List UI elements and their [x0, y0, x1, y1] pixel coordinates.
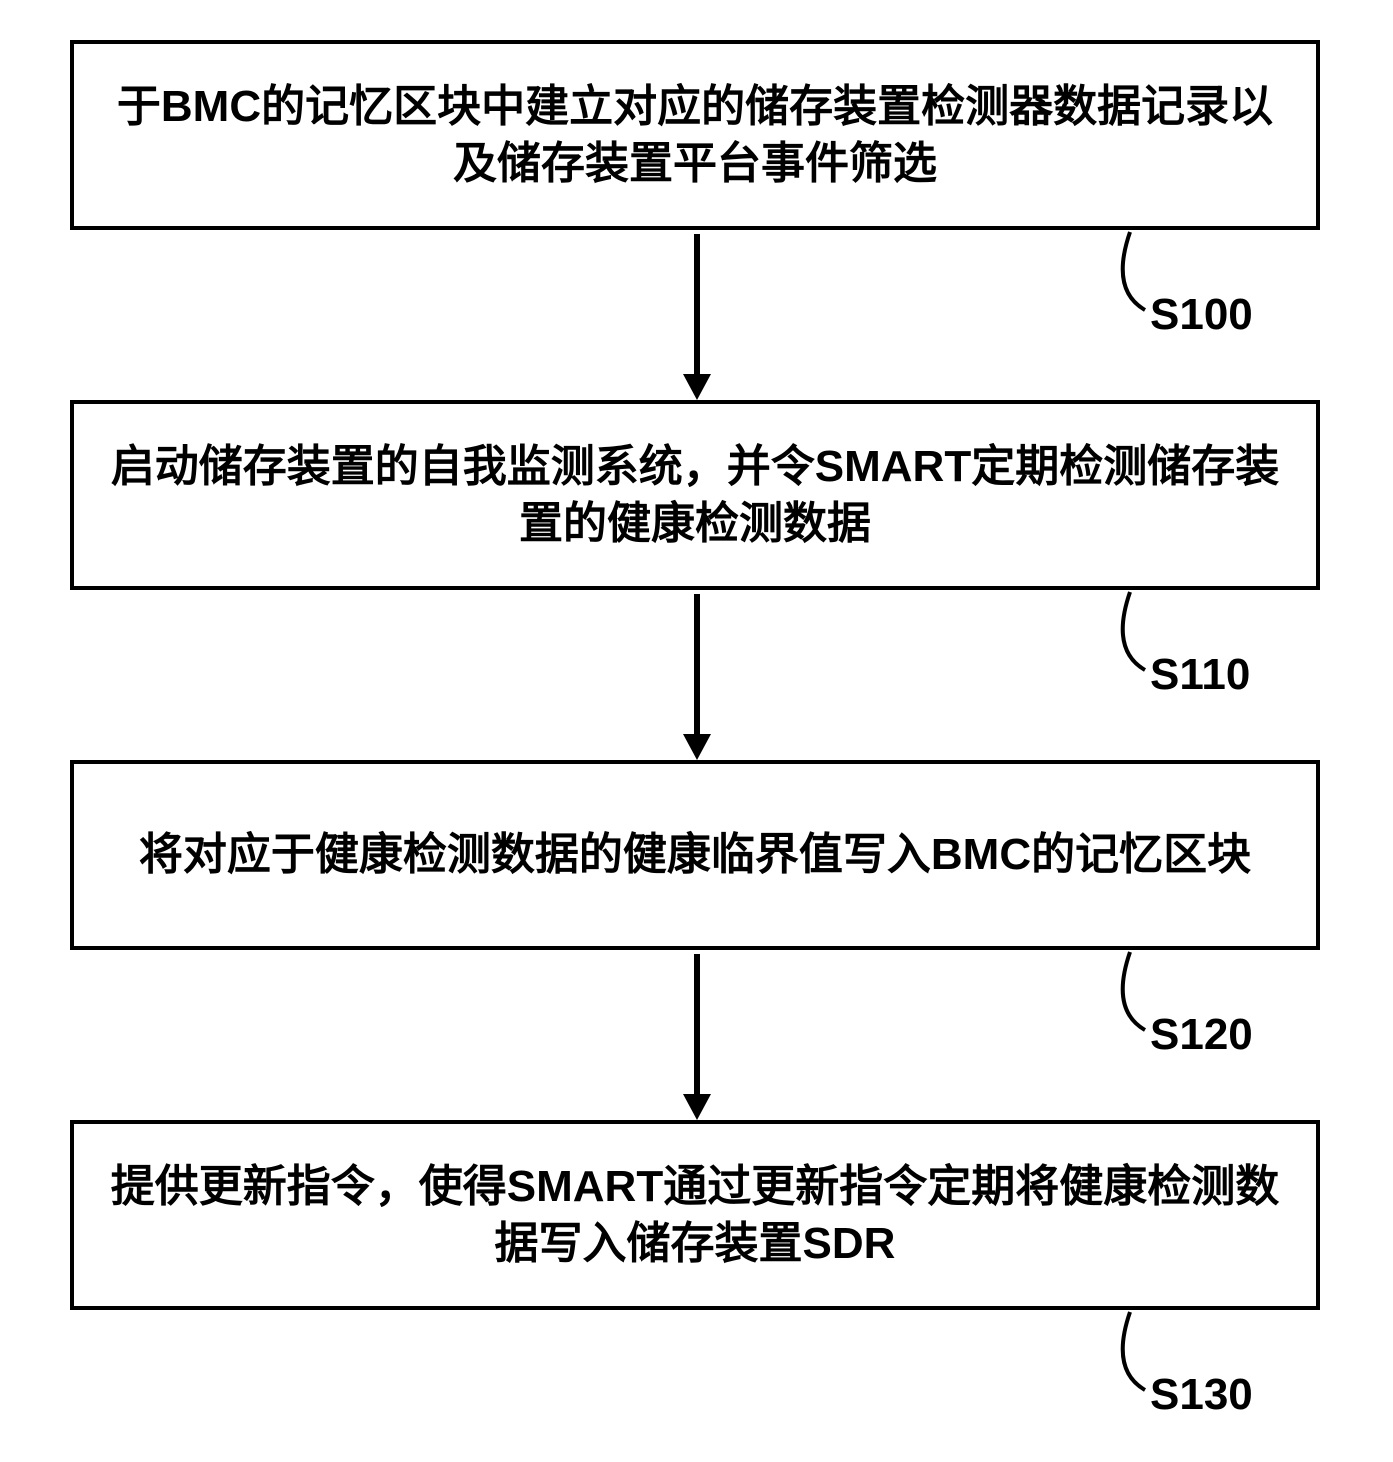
flow-step-1: 启动储存装置的自我监测系统，并令SMART定期检测储存装置的健康检测数据: [70, 400, 1320, 590]
flow-step-label-0: S100: [1150, 290, 1253, 340]
flow-step-text: 于BMC的记忆区块中建立对应的储存装置检测器数据记录以及储存装置平台事件筛选: [104, 78, 1286, 192]
arrow-head-icon-0: [683, 374, 711, 400]
flow-step-label-text: S110: [1150, 650, 1250, 699]
flow-step-label-text: S120: [1150, 1010, 1253, 1059]
arrow-line-0: [694, 234, 700, 374]
label-connector-0: [1100, 222, 1155, 320]
arrow-line-1: [694, 594, 700, 734]
flowchart-canvas: 于BMC的记忆区块中建立对应的储存装置检测器数据记录以及储存装置平台事件筛选 S1…: [0, 0, 1393, 1462]
flow-step-text: 将对应于健康检测数据的健康临界值写入BMC的记忆区块: [139, 826, 1251, 883]
flow-step-3: 提供更新指令，使得SMART通过更新指令定期将健康检测数据写入储存装置SDR: [70, 1120, 1320, 1310]
arrow-line-2: [694, 954, 700, 1094]
arrow-head-icon-2: [683, 1094, 711, 1120]
flow-step-2: 将对应于健康检测数据的健康临界值写入BMC的记忆区块: [70, 760, 1320, 950]
arrow-head-icon-1: [683, 734, 711, 760]
label-connector-2: [1100, 942, 1155, 1040]
label-connector-3: [1100, 1302, 1155, 1400]
flow-step-text: 提供更新指令，使得SMART通过更新指令定期将健康检测数据写入储存装置SDR: [104, 1158, 1286, 1272]
flow-step-text: 启动储存装置的自我监测系统，并令SMART定期检测储存装置的健康检测数据: [104, 438, 1286, 552]
flow-step-label-3: S130: [1150, 1370, 1253, 1420]
flow-step-label-2: S120: [1150, 1010, 1253, 1060]
flow-step-label-text: S130: [1150, 1370, 1253, 1419]
flow-step-label-1: S110: [1150, 650, 1250, 700]
flow-step-label-text: S100: [1150, 290, 1253, 339]
flow-step-0: 于BMC的记忆区块中建立对应的储存装置检测器数据记录以及储存装置平台事件筛选: [70, 40, 1320, 230]
label-connector-1: [1100, 582, 1155, 680]
